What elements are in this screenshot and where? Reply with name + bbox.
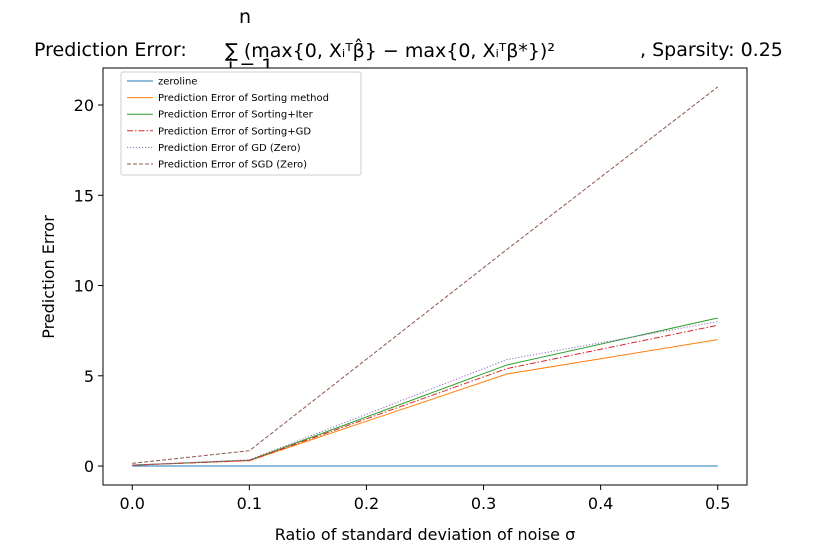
x-axis: 0.0 0.1 0.2 0.3 0.4 0.5 — [120, 485, 730, 513]
x-tick-label: 0.1 — [237, 494, 262, 513]
y-axis-label: Prediction Error — [39, 215, 58, 339]
x-axis-label: Ratio of standard deviation of noise σ — [275, 525, 575, 544]
legend: zeroline Prediction Error of Sorting meth… — [120, 71, 362, 176]
series-line — [132, 324, 718, 466]
series-line — [132, 321, 718, 466]
legend-label: Prediction Error of GD (Zero) — [158, 143, 301, 154]
legend-label: Prediction Error of SGD (Zero) — [158, 160, 307, 171]
y-tick-label: 5 — [84, 367, 94, 386]
x-tick-label: 0.4 — [588, 494, 613, 513]
y-tick-label: 15 — [74, 186, 94, 205]
title-sum-upper: n — [239, 6, 251, 28]
legend-label: Prediction Error of Sorting+GD — [158, 126, 311, 137]
x-tick-label: 0.5 — [705, 494, 730, 513]
x-tick-label: 0.3 — [471, 494, 496, 513]
x-tick-label: 0.0 — [120, 494, 145, 513]
legend-label: zeroline — [158, 77, 197, 88]
chart-title: Prediction Error: ∑ (max{0, Xᵢᵀβ̂} − max… — [34, 6, 783, 77]
y-tick-label: 20 — [74, 96, 94, 115]
legend-label: Prediction Error of Sorting+Iter — [158, 110, 314, 121]
series-layer — [132, 86, 719, 467]
y-tick-label: 10 — [74, 277, 94, 296]
title-formula: ∑ (max{0, Xᵢᵀβ̂} − max{0, Xᵢᵀβ*})² — [225, 38, 555, 62]
y-axis: 0 5 10 15 20 — [74, 96, 103, 476]
y-tick-label: 0 — [84, 457, 94, 476]
legend-frame — [120, 71, 362, 176]
x-tick-label: 0.2 — [354, 494, 379, 513]
legend-label: Prediction Error of Sorting method — [158, 93, 329, 104]
title-suffix: , Sparsity: 0.25 — [640, 39, 783, 61]
legend-items: zeroline Prediction Error of Sorting meth… — [127, 77, 329, 171]
title-prefix: Prediction Error: — [34, 39, 187, 61]
series-line — [132, 86, 719, 464]
